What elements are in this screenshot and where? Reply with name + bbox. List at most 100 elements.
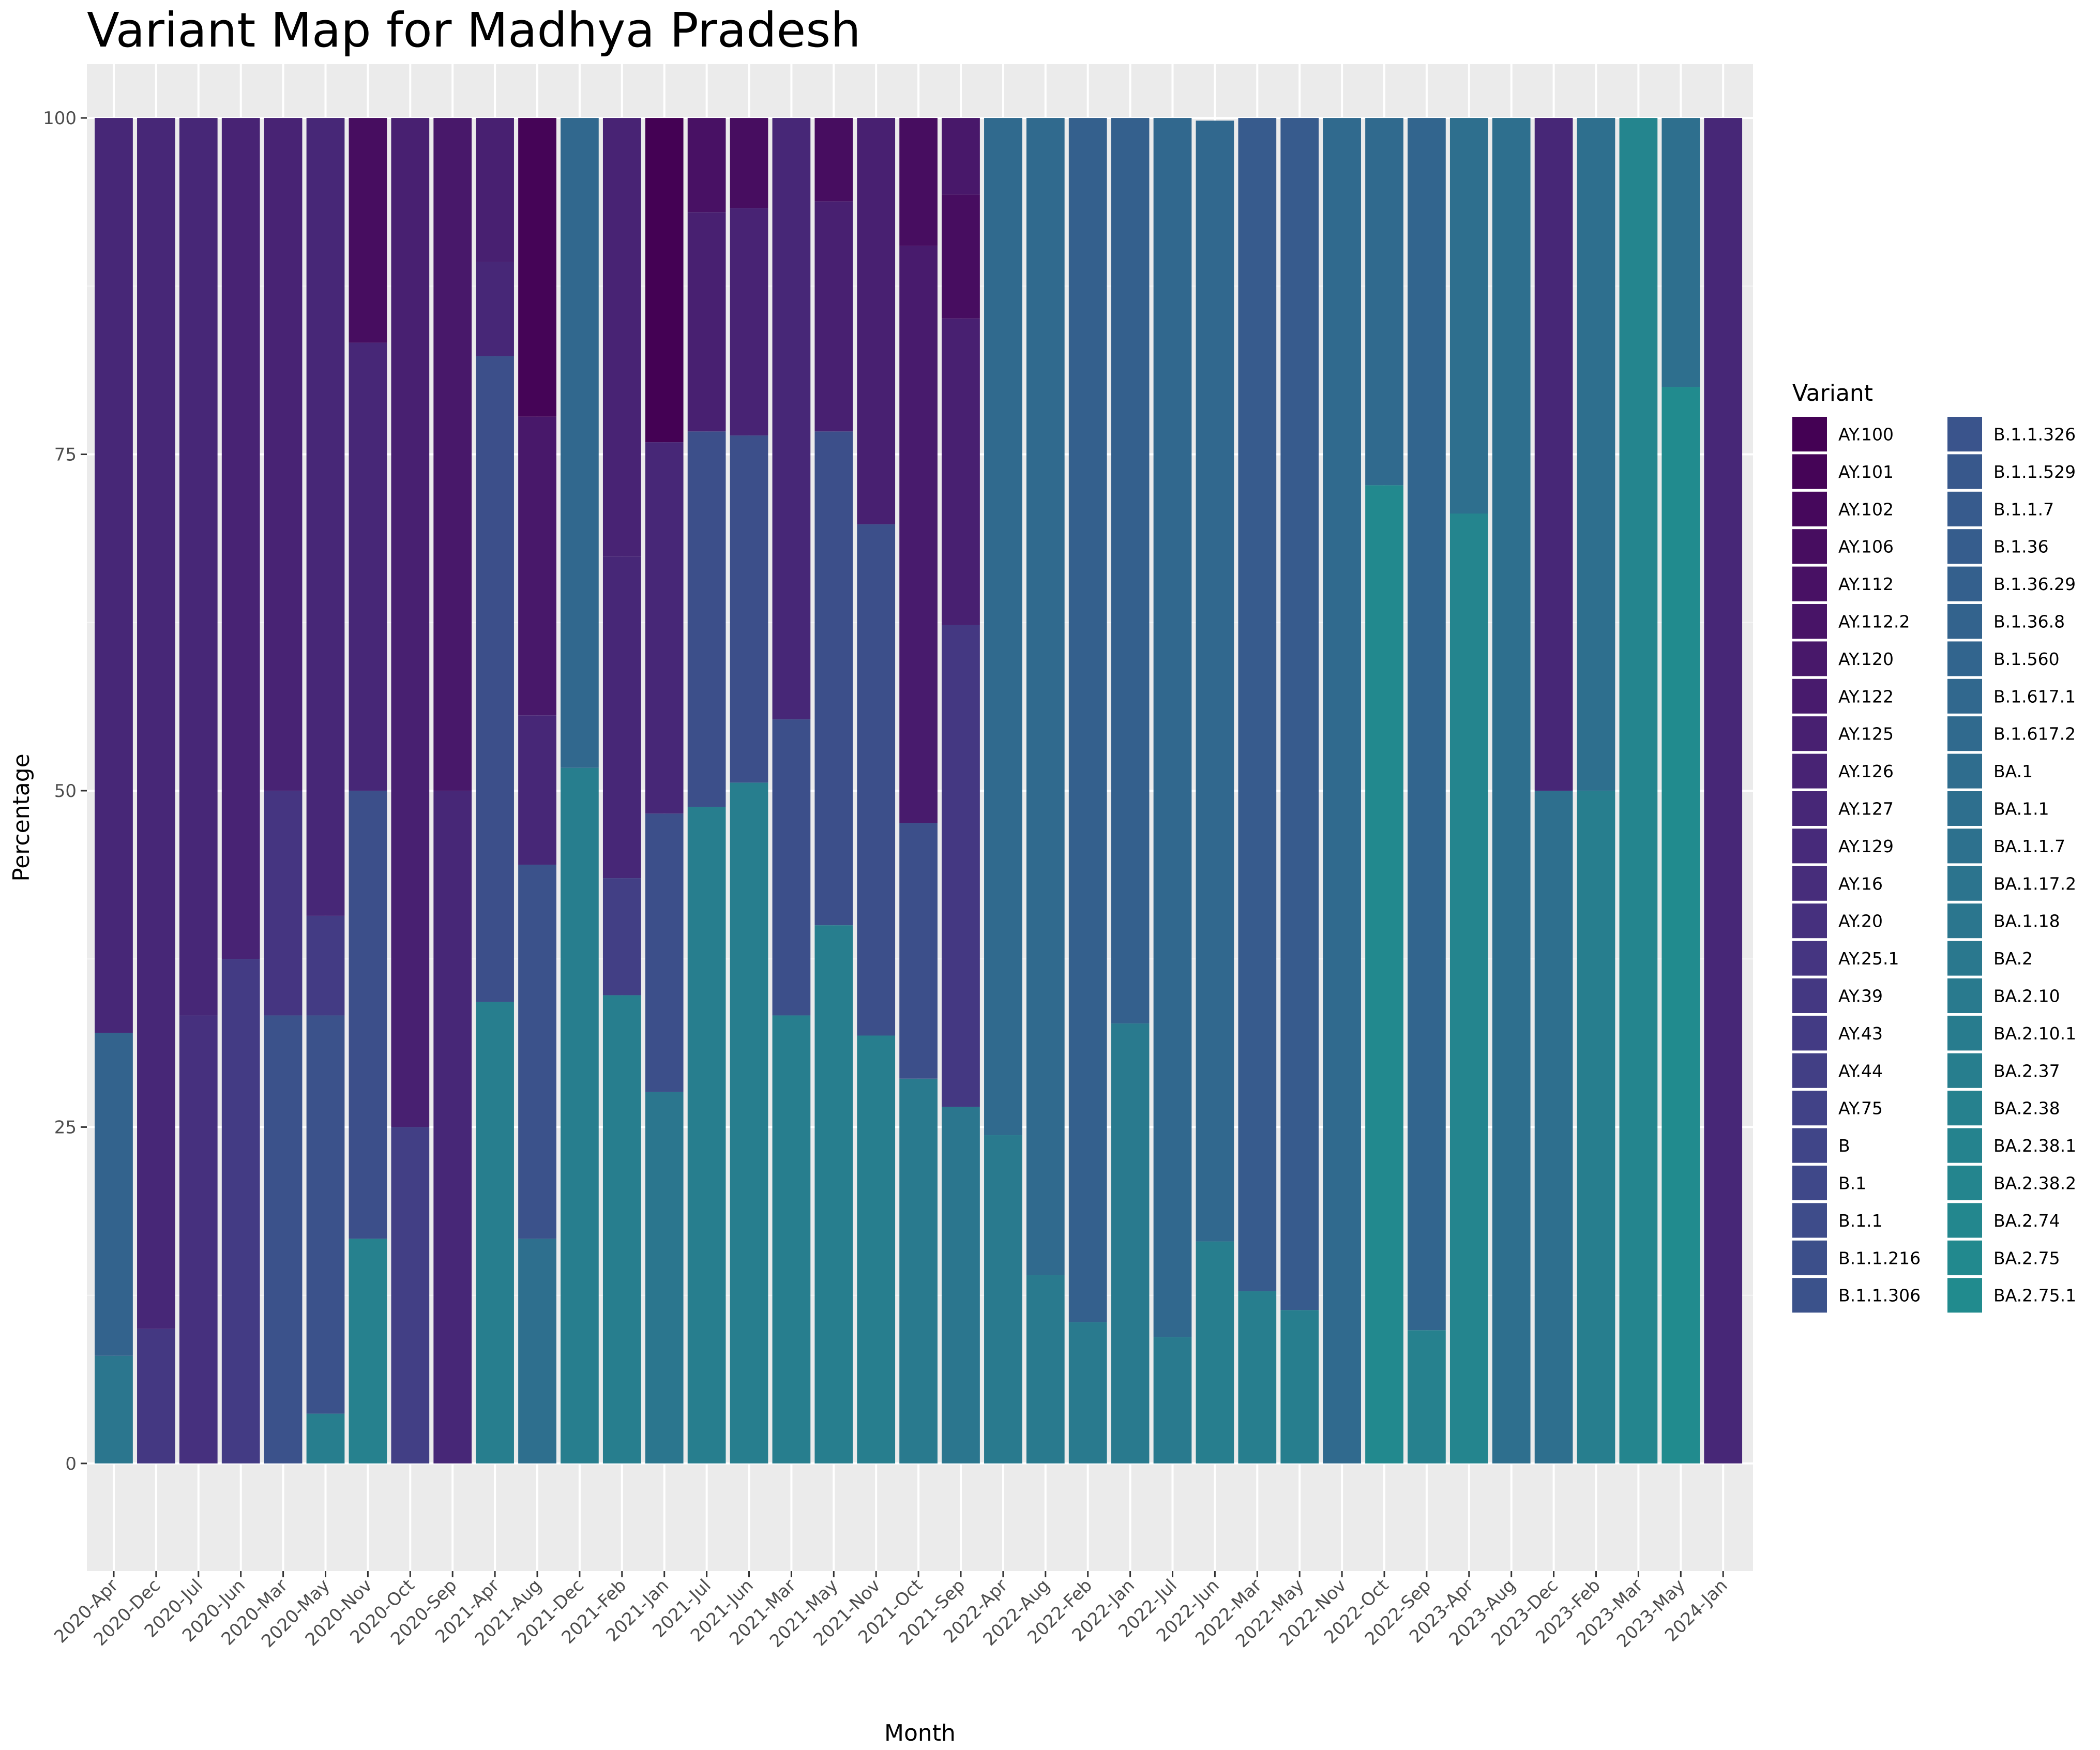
bar-segment-2021-Jun-B.1.1.216 (730, 435, 768, 783)
bar-2021-Feb (602, 118, 641, 1464)
bar-2023-Dec (1534, 118, 1573, 1464)
legend-key-AY.16 (1792, 866, 1827, 901)
legend-label-BA.2.75: BA.2.75 (1993, 1248, 2060, 1268)
bar-segment-2020-Jul-AY.20 (179, 1015, 218, 1464)
legend-label-B.1: B.1 (1838, 1173, 1866, 1194)
bar-2021-Oct (899, 118, 938, 1464)
bar-segment-2022-Jul-BA.2.10 (1153, 1337, 1192, 1464)
bar-2022-Jan (1111, 118, 1150, 1464)
bar-segment-2022-Apr-B.1.617.2 (984, 118, 1022, 1136)
y-axis-title: Percentage (8, 753, 35, 882)
legend-key-AY.39 (1792, 978, 1827, 1013)
bar-segment-2022-May-BA.2.37 (1280, 1310, 1319, 1464)
legend-label-AY.101: AY.101 (1838, 462, 1894, 482)
legend-label-AY.20: AY.20 (1838, 911, 1883, 931)
bar-segment-2021-Nov-AY.125 (857, 118, 896, 524)
legend-label-BA.2.38.2: BA.2.38.2 (1993, 1173, 2076, 1194)
legend-key-BA.1.17.2 (1947, 866, 1982, 901)
legend-key-BA.2.10.1 (1947, 1016, 1982, 1051)
legend-label-BA.2.38: BA.2.38 (1993, 1098, 2060, 1119)
legend-label-B.1.560: B.1.560 (1993, 649, 2060, 669)
bar-segment-2021-Jul-AY.112 (687, 118, 726, 213)
bar-segment-2022-Jun-B.1.617.1 (1196, 120, 1234, 1242)
bar-2022-Sep (1408, 118, 1446, 1464)
legend-key-B.1.1.529 (1947, 454, 1982, 489)
bar-segment-2021-Oct-AY.122 (899, 246, 938, 823)
bar-2022-Oct (1365, 118, 1403, 1464)
bar-segment-2021-Jan-AY.127 (645, 442, 684, 814)
bar-segment-2021-Jun-AY.126 (730, 208, 768, 436)
bar-2021-Apr (476, 118, 514, 1464)
bar-segment-2021-Jul-AY.125 (687, 212, 726, 432)
bar-segment-2021-Sep-AY.120 (942, 118, 980, 195)
bar-segment-2021-Jan-AY.100 (645, 118, 684, 443)
bar-segment-2021-Aug-AY.120 (518, 416, 556, 716)
bar-segment-2021-Apr-AY.125 (476, 118, 514, 262)
bar-segment-2020-Nov-AY.106 (349, 118, 387, 343)
bar-segment-2021-Feb-AY.126 (602, 118, 641, 557)
chart-title: Variant Map for Madhya Pradesh (87, 3, 861, 58)
legend-label-AY.25.1: AY.25.1 (1838, 948, 1899, 969)
legend-key-B.1.36 (1947, 529, 1982, 564)
y-tick-label-4: 100 (43, 108, 77, 129)
legend-label-BA.2.10: BA.2.10 (1993, 986, 2060, 1006)
legend-key-B.1.1.326 (1947, 417, 1982, 451)
legend-key-BA.2.75.1 (1947, 1278, 1982, 1313)
legend-label-AY.129: AY.129 (1838, 836, 1894, 856)
bar-2020-Sep (433, 118, 472, 1464)
bar-segment-2021-Aug-BA.1.1 (518, 1239, 556, 1464)
bar-2022-Nov (1323, 118, 1361, 1464)
legend-key-AY.127 (1792, 791, 1827, 826)
bar-segment-2022-Aug-B.1.617.2 (1026, 118, 1065, 1275)
legend-key-B.1.36.8 (1947, 604, 1982, 639)
legend-key-BA.1.18 (1947, 903, 1982, 939)
bar-2020-May (306, 118, 345, 1464)
y-tick-label-0: 0 (65, 1454, 77, 1474)
bar-segment-2023-Dec-BA.1.1 (1534, 790, 1573, 1464)
legend-label-AY.43: AY.43 (1838, 1023, 1883, 1044)
legend-key-BA.2.74 (1947, 1203, 1982, 1238)
legend-key-AY.20 (1792, 903, 1827, 939)
legend-key-AY.112 (1792, 566, 1827, 601)
bar-segment-2021-May-B.1.1.216 (814, 431, 853, 926)
bar-segment-2020-Apr-B.1.36.8 (95, 1033, 133, 1356)
bar-segment-2021-Aug-AY.101 (518, 118, 556, 417)
bar-segment-2022-Feb-B.1.36.29 (1068, 118, 1107, 1322)
legend-label-AY.112.2: AY.112.2 (1838, 612, 1910, 632)
legend-label-BA.1.17.2: BA.1.17.2 (1993, 873, 2076, 894)
bar-segment-2023-Mar-BA.2.38.2 (1619, 118, 1658, 1464)
bar-segment-2023-May-BA.2.75.1 (1661, 387, 1700, 1464)
legend-key-BA.1.1.7 (1947, 828, 1982, 864)
legend-key-B.1.560 (1947, 641, 1982, 676)
legend-label-B: B (1838, 1136, 1850, 1156)
legend-label-BA.1: BA.1 (1993, 761, 2033, 781)
bar-segment-2020-May-AY.127 (306, 118, 345, 916)
bar-segment-2020-Dec-AY.39 (137, 1329, 175, 1464)
y-tick-label-2: 50 (54, 781, 77, 802)
bar-segment-2021-Nov-B.1.1.216 (857, 524, 896, 1036)
legend-key-AY.122 (1792, 678, 1827, 714)
bar-segment-2022-May-B.1.1.7 (1280, 118, 1319, 1310)
legend-key-BA.2.38.2 (1947, 1166, 1982, 1200)
bar-2023-May (1661, 118, 1700, 1464)
legend-title: Variant (1792, 380, 1873, 406)
y-axis: 0 25 50 75 100 (43, 108, 87, 1474)
bar-2021-May (814, 118, 853, 1464)
legend-label-AY.39: AY.39 (1838, 986, 1883, 1006)
legend-key-B.1.1 (1792, 1203, 1827, 1238)
bar-segment-2021-Apr-B.1.1.216 (476, 356, 514, 1002)
legend-key-BA.1.1 (1947, 791, 1982, 826)
legend-label-AY.125: AY.125 (1838, 724, 1894, 744)
bar-segment-2020-Dec-AY.127 (137, 118, 175, 1329)
legend-label-B.1.617.2: B.1.617.2 (1993, 724, 2076, 744)
legend-key-B.1.1.7 (1947, 491, 1982, 526)
legend-key-B.1.617.2 (1947, 716, 1982, 751)
bar-2020-Nov (349, 118, 387, 1464)
legend-label-BA.1.1: BA.1.1 (1993, 799, 2049, 819)
legend-key-AY.120 (1792, 641, 1827, 676)
bar-2023-Aug (1492, 118, 1531, 1464)
legend-label-B.1.1.306: B.1.1.306 (1838, 1286, 1921, 1306)
legend-key-AY.126 (1792, 753, 1827, 789)
bar-segment-2020-Mar-AY.126 (264, 118, 303, 791)
legend-key-BA.2.10 (1947, 978, 1982, 1013)
